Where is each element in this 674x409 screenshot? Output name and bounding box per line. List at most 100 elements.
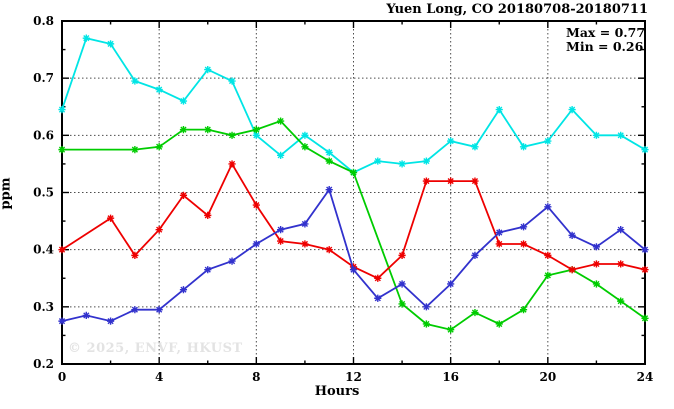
y-tick-label: 0.7 [33,71,54,85]
series-green-line [62,119,646,331]
series-red-marker [519,240,528,248]
series-cyan-marker [471,143,479,151]
series-cyan-marker [325,148,333,157]
series-red-marker [58,246,66,254]
series-red-marker [544,251,552,259]
series-blue-marker [106,317,115,325]
series-blue-marker [252,240,260,248]
series-cyan-marker [252,131,260,139]
x-tick-label: 20 [539,370,556,384]
series-cyan-marker [519,143,528,151]
series-blue-marker [544,203,552,211]
series-cyan-marker [641,146,649,154]
min-value-label: Min = 0.26 [566,39,644,54]
series-cyan-marker [228,77,236,85]
series-blue-marker [374,294,382,302]
watermark: © 2025, ENVF, HKUST [68,341,243,356]
series-green-marker [592,280,601,288]
series-red-marker [568,266,576,274]
series-cyan-marker [495,106,503,114]
series-blue-marker [398,280,406,288]
series-cyan-marker [131,77,139,85]
series-red-marker [131,251,139,259]
series-cyan-marker [58,106,66,114]
series-blue-marker [228,257,236,265]
series-blue-marker [519,223,528,231]
x-axis-label: Hours [314,384,360,399]
x-tick-label: 16 [442,370,459,384]
series-cyan-marker [204,65,212,74]
y-tick-label: 0.3 [33,300,54,314]
series-blue-marker [617,226,625,234]
series-cyan-marker [592,131,601,139]
series-green-marker [544,271,552,279]
series-cyan-marker [374,157,382,165]
series-blue-marker [131,306,139,314]
series-red-marker [277,237,285,245]
series-cyan-marker [422,157,430,165]
series-green-marker [277,117,285,125]
series-blue-marker [447,280,455,288]
series-green-marker [325,157,333,165]
series-red-marker [252,201,260,209]
series-green-marker [204,126,212,134]
series-green-marker [58,146,66,154]
series-green-marker [471,308,479,317]
series-green-marker [641,314,649,322]
series-red-marker [617,260,625,268]
series-blue-marker [568,231,576,239]
series-blue-marker [277,226,285,234]
series-green-marker [495,320,503,328]
series-blue-marker [592,243,601,251]
y-tick-label: 0.2 [33,357,54,371]
series-green-marker [301,143,309,151]
series-blue-marker [204,266,212,274]
series-red-marker [592,260,601,268]
series-green-marker [131,146,139,154]
series-red-marker [495,240,503,248]
series-blue-marker [82,311,90,320]
series-green-marker [252,126,260,134]
series-cyan-marker [179,97,188,105]
x-tick-label: 4 [155,370,163,384]
series-red-marker [422,177,430,185]
max-min-annotation: Max = 0.77 Min = 0.26 [566,26,645,54]
series-blue-marker [325,186,333,194]
y-tick-label: 0.8 [33,14,54,28]
series-blue-marker [641,246,649,254]
series-red-marker [374,274,382,282]
x-tick-label: 0 [58,370,66,384]
series-blue-marker [301,220,309,228]
series-blue-marker [349,266,358,274]
series-blue-marker [58,317,66,325]
series-blue-marker [471,251,479,259]
series-red-marker [447,177,455,185]
x-tick-label: 8 [252,370,260,384]
series-blue-marker [179,286,188,294]
series-cyan-marker [155,86,163,94]
series-green-marker [447,326,455,334]
series-cyan-marker [301,131,309,139]
series-cyan-marker [398,160,406,168]
series-cyan-marker [617,131,625,139]
series-blue-marker [495,228,503,237]
series-green-marker [519,306,528,314]
series-red-marker [301,240,309,248]
y-tick-label: 0.4 [33,243,54,257]
series-blue-marker [155,306,163,314]
chart-title: Yuen Long, CO 20180708-20180711 [386,2,648,17]
series-red-marker [471,177,479,185]
y-tick-label: 0.5 [33,186,54,200]
y-axis-label: ppm [0,177,14,210]
series-green-marker [349,168,358,177]
x-tick-label: 12 [345,370,362,384]
y-tick-label: 0.6 [33,128,54,142]
series-cyan-marker [106,40,115,48]
series-cyan-marker [544,137,552,145]
series-green-marker [155,143,163,151]
max-value-label: Max = 0.77 [566,25,646,40]
series-blue-marker [422,303,430,311]
series-cyan-marker [447,137,455,145]
